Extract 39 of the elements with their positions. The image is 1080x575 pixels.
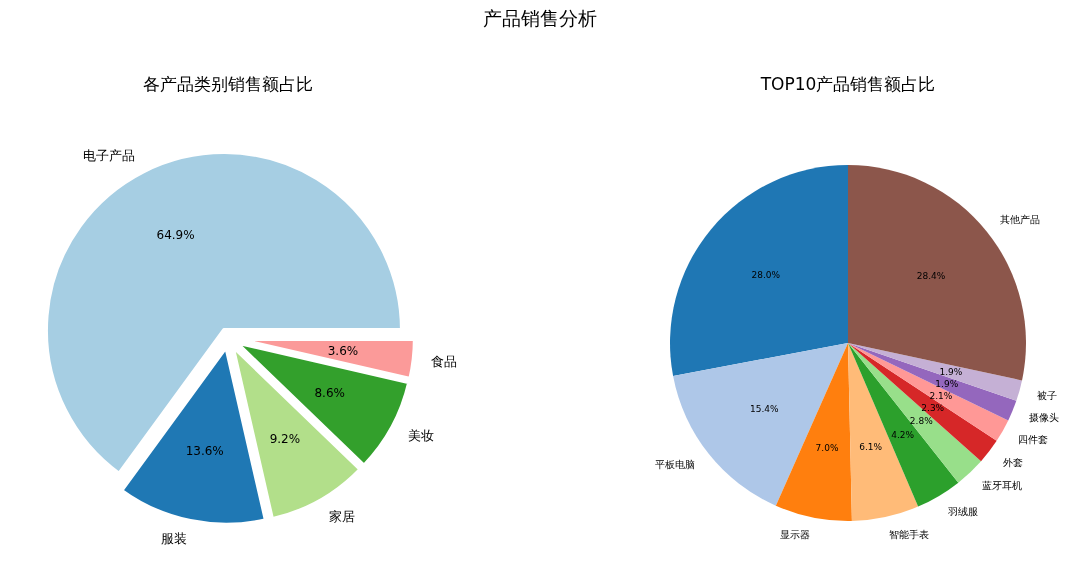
slice-label: 显示器	[779, 529, 810, 541]
slice-label: 智能手表	[889, 528, 930, 540]
slice-label: 摄像头	[1029, 412, 1060, 424]
pie-slice	[848, 343, 997, 462]
chart-title: TOP10产品销售额占比	[759, 74, 936, 94]
slice-label: 其他产品	[1000, 214, 1041, 226]
data-label: 6.1%	[859, 442, 883, 453]
data-label: 15.4%	[749, 404, 780, 415]
slice-label: 电子产品	[83, 148, 136, 164]
slice-label: 平板电脑	[654, 459, 695, 471]
data-label: 4.2%	[891, 429, 915, 440]
slice-label: 服装	[160, 531, 187, 546]
pie-slice	[670, 165, 848, 377]
data-label: 3.6%	[327, 344, 359, 359]
data-label: 13.6%	[185, 444, 224, 459]
slice-label: 外套	[1003, 456, 1024, 468]
slice-label: 被子	[1036, 390, 1057, 401]
chart-title: 各产品类别销售额占比	[143, 74, 313, 94]
data-label: 1.9%	[935, 378, 959, 389]
data-label: 64.9%	[156, 227, 195, 242]
pie-slice	[848, 343, 1009, 441]
slice-label: 蓝牙耳机	[982, 479, 1023, 491]
data-label: 2.8%	[909, 415, 934, 426]
data-label: 28.0%	[751, 269, 781, 280]
text: 产品销售分析	[483, 7, 597, 29]
slice-label: 家居	[328, 508, 355, 524]
slice-label: 美妆	[407, 428, 434, 444]
data-label: 2.1%	[929, 390, 953, 401]
slice-label: 羽绒服	[948, 505, 979, 517]
data-label: 7.0%	[815, 442, 839, 453]
slice-label: 食品	[431, 353, 458, 369]
data-label: 1.9%	[939, 366, 963, 377]
pie-slice	[848, 343, 982, 483]
data-label: 8.6%	[314, 386, 345, 401]
pie-slice	[848, 343, 1023, 401]
data-label: 2.3%	[921, 403, 945, 413]
data-label: 9.2%	[269, 431, 301, 446]
slice-label: 四件套	[1018, 434, 1049, 446]
data-label: 28.4%	[916, 270, 946, 281]
